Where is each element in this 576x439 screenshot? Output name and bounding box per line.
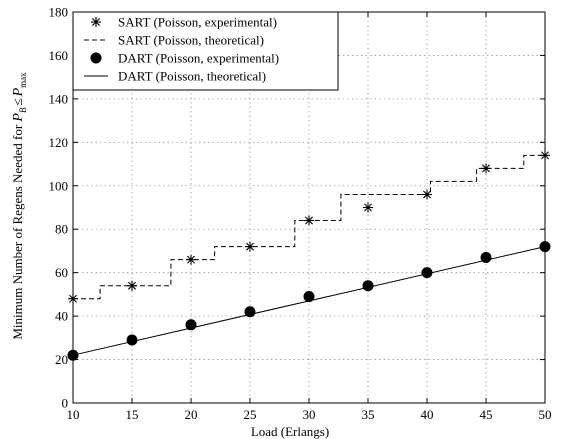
asterisk-stroke (187, 255, 195, 264)
legend-label: SART (Poisson, experimental) (118, 15, 277, 30)
asterisk-stroke (364, 203, 372, 212)
y-tick-label: 100 (49, 178, 69, 193)
dart-experimental-point (480, 251, 492, 263)
x-tick-label: 25 (244, 407, 257, 422)
legend-symbol-asterisk (91, 17, 101, 27)
asterisk-stroke (92, 18, 100, 26)
x-axis-label: Load (Erlangs) (251, 424, 329, 439)
x-tick-label: 45 (480, 407, 493, 422)
series-layer (67, 150, 551, 361)
series-dart-theoretical-line (72, 246, 546, 356)
x-tick-label: 35 (362, 407, 375, 422)
dart-experimental-point (421, 267, 433, 279)
x-tick-label: 15 (126, 407, 139, 422)
y-tick-label: 120 (49, 135, 69, 150)
legend-items: SART (Poisson, experimental) SART (Poisso… (84, 15, 279, 84)
x-tick-label: 20 (185, 407, 198, 422)
dart-experimental-point (362, 280, 374, 292)
dart-experimental-point (126, 334, 138, 346)
y-tick-label: 80 (55, 222, 68, 237)
legend-label: DART (Poisson, theoretical) (118, 69, 266, 84)
legend-symbol-circle (90, 52, 102, 64)
x-tick-label: 40 (421, 407, 434, 422)
dart-experimental-point (303, 291, 315, 303)
sart-experimental-point (363, 202, 373, 213)
y-tick-label: 20 (55, 352, 68, 367)
x-tick-label: 30 (303, 407, 316, 422)
x-tick-label: 50 (539, 407, 552, 422)
legend-label: SART (Poisson, theoretical) (118, 33, 264, 48)
asterisk-stroke (482, 164, 490, 173)
y-tick-label: 160 (49, 48, 69, 63)
legend-label: DART (Poisson, experimental) (118, 51, 279, 66)
y-tick-label: 60 (55, 265, 68, 280)
dart-experimental-point (244, 306, 256, 318)
legend-box (72, 11, 339, 91)
y-tick-label: 0 (62, 396, 69, 411)
y-tick-label: 180 (49, 5, 69, 20)
asterisk-stroke (246, 242, 254, 251)
x-tick-label: 10 (67, 407, 80, 422)
y-axis-label: Minimum Number of Regens Needed for PB≤P… (10, 72, 28, 340)
series-sart-theoretical-line (73, 154, 545, 300)
legend: SART (Poisson, experimental) SART (Poisso… (72, 11, 339, 91)
y-tick-label: 140 (49, 91, 69, 106)
y-tick-label: 40 (55, 309, 68, 324)
